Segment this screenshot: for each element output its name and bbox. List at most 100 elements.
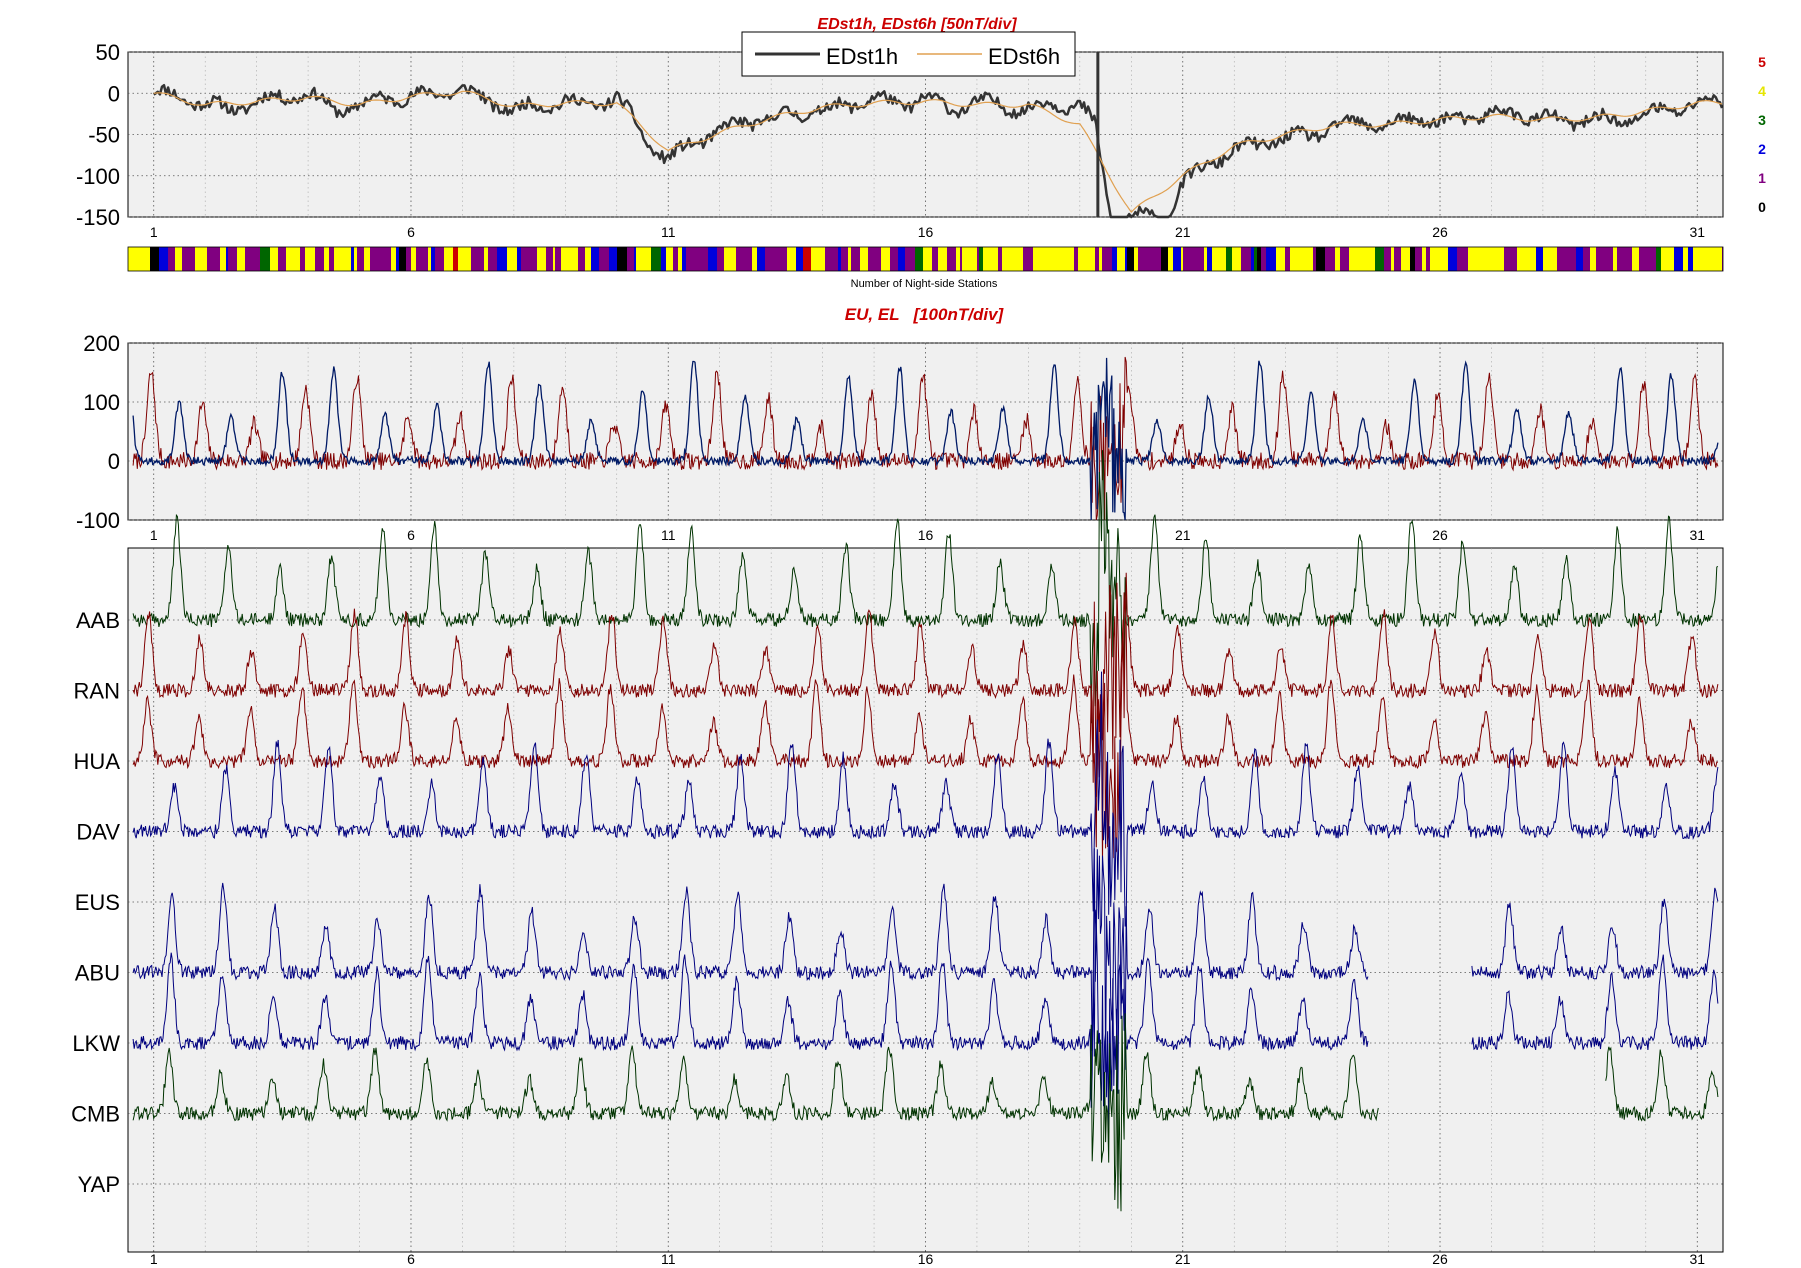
station-count-segment xyxy=(1349,247,1357,271)
station-count-segment xyxy=(537,247,546,271)
legend-label-edst1h: EDst1h xyxy=(826,44,898,69)
station-count-segment xyxy=(478,247,484,271)
station-count-segment xyxy=(128,247,132,271)
y-tick-label: 200 xyxy=(83,331,120,356)
station-count-segment xyxy=(1254,247,1257,271)
station-count-segment xyxy=(1161,247,1168,271)
station-count-segment xyxy=(1023,247,1033,271)
y-tick-label: 50 xyxy=(96,40,120,65)
station-count-segment xyxy=(765,247,773,271)
station-count-segment xyxy=(1204,247,1207,271)
x-tick-label: 21 xyxy=(1175,527,1191,543)
x-tick-label: 26 xyxy=(1432,224,1448,240)
station-trace-lkw xyxy=(1471,954,1719,1051)
station-label: AAB xyxy=(76,608,120,633)
x-tick-label: 16 xyxy=(918,1251,934,1267)
station-count-segment xyxy=(962,247,972,271)
y-tick-label: -50 xyxy=(88,123,120,148)
station-count-segment xyxy=(428,247,431,271)
station-count-segment xyxy=(329,247,332,271)
station-count-segment xyxy=(431,247,435,271)
station-count-segment xyxy=(1010,247,1019,271)
station-count-segment xyxy=(139,247,144,271)
station-count-segment xyxy=(617,247,627,271)
station-count-segment xyxy=(998,247,1002,271)
station-count-segment xyxy=(1147,247,1151,271)
station-count-segment xyxy=(1477,247,1487,271)
station-count-segment xyxy=(332,247,334,271)
station-count-segment xyxy=(1468,247,1471,271)
station-count-segment xyxy=(220,247,226,271)
station-count-segment xyxy=(942,247,947,271)
station-labels: AAB RAN HUA DAV EUS ABU LKW CMB YAP xyxy=(71,608,120,1197)
y-tick-label: -100 xyxy=(76,508,120,533)
station-count-segment xyxy=(1033,247,1039,271)
station-count-segment xyxy=(1332,247,1335,271)
station-count-segment xyxy=(278,247,286,271)
station-count-segment xyxy=(1446,247,1448,271)
count-level-5: 5 xyxy=(1758,54,1766,70)
station-count-segment xyxy=(1261,247,1266,271)
edst-legend: EDst1h EDst6h xyxy=(741,31,1076,77)
night-side-stations-label: Number of Night-side Stations xyxy=(851,278,998,290)
station-count-segment xyxy=(983,247,990,271)
station-count-segment xyxy=(132,247,139,271)
station-count-segment xyxy=(471,247,478,271)
station-count-segment xyxy=(977,247,979,271)
edst6h-line xyxy=(153,90,1723,214)
station-count-segment xyxy=(956,247,960,271)
edst-x-ticks: 1 6 11 16 21 26 31 xyxy=(150,224,1705,240)
station-count-segment xyxy=(734,247,736,271)
station-count-segment xyxy=(890,247,898,271)
station-count-segment xyxy=(447,247,453,271)
station-count-segment xyxy=(578,247,585,271)
station-count-segment xyxy=(1127,247,1134,271)
station-count-segment xyxy=(444,247,447,271)
station-count-segment xyxy=(1002,247,1010,271)
station-count-segment xyxy=(201,247,207,271)
station-count-segment xyxy=(260,247,270,271)
station-count-segment xyxy=(691,247,699,271)
station-count-segment xyxy=(286,247,295,271)
station-count-segment xyxy=(1703,247,1709,271)
station-count-segment xyxy=(1522,247,1524,271)
x-tick-label: 16 xyxy=(918,527,934,543)
station-x-ticks: 1 6 11 16 21 26 31 xyxy=(150,1251,1705,1267)
station-label: EUS xyxy=(75,890,120,915)
station-count-segment xyxy=(488,247,493,271)
station-count-segment xyxy=(391,247,396,271)
eu-el-series xyxy=(132,356,1719,521)
station-count-segment xyxy=(1173,247,1181,271)
station-count-segment xyxy=(838,247,841,271)
station-count-segment xyxy=(144,247,150,271)
station-count-segment xyxy=(1257,247,1261,271)
station-count-segment xyxy=(1439,247,1446,271)
station-count-segment xyxy=(324,247,329,271)
station-count-segment xyxy=(272,247,278,271)
station-count-segment xyxy=(1632,247,1639,271)
station-trace-abu xyxy=(1471,887,1719,981)
y-tick-label: 100 xyxy=(83,390,120,415)
station-count-segment xyxy=(1448,247,1457,271)
station-count-segment xyxy=(305,247,315,271)
edst-y-ticks: 50 0 -50 -100 -150 xyxy=(76,40,120,230)
station-count-segment xyxy=(704,247,708,271)
station-count-segment xyxy=(1410,247,1415,271)
x-tick-label: 6 xyxy=(407,1251,415,1267)
station-label: YAP xyxy=(78,1172,120,1197)
station-count-segment xyxy=(343,247,351,271)
x-tick-label: 1 xyxy=(150,527,158,543)
station-count-segment xyxy=(1134,247,1138,271)
station-count-segment xyxy=(1039,247,1048,271)
station-count-segment xyxy=(1661,247,1669,271)
station-count-segment xyxy=(1168,247,1173,271)
count-level-2: 2 xyxy=(1758,141,1766,157)
station-count-segment xyxy=(399,247,406,271)
station-count-segment xyxy=(741,247,748,271)
station-count-segment xyxy=(1266,247,1276,271)
station-count-segment xyxy=(634,247,636,271)
station-count-segment xyxy=(609,247,617,271)
station-count-segment xyxy=(1251,247,1254,271)
station-count-segment xyxy=(370,247,374,271)
